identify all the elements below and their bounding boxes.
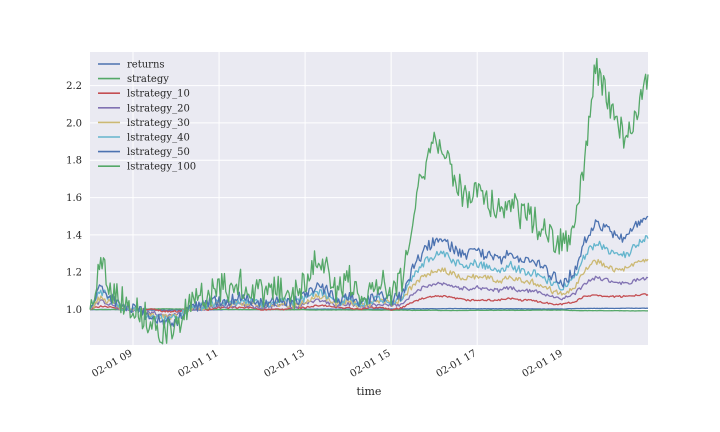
y-axis-ticks: 1.0 1.2 1.4 1.6 1.8 2.0 2.2 <box>66 81 82 316</box>
x-tick-label: 02-01 17 <box>434 348 478 380</box>
y-tick-label: 1.2 <box>66 268 82 279</box>
legend-label-lstrategy-30: lstrategy_30 <box>127 118 190 129</box>
legend-label-lstrategy-10: lstrategy_10 <box>127 89 190 100</box>
series-line-lstrategy-30 <box>89 258 649 321</box>
x-axis-ticks: 02-01 09 02-01 11 02-01 13 02-01 15 02-01 17… <box>90 348 564 380</box>
y-tick-label: 1.4 <box>66 230 82 241</box>
legend-label-lstrategy-100: lstrategy_100 <box>127 162 196 173</box>
legend-label-lstrategy-50: lstrategy_50 <box>127 147 190 158</box>
y-tick-label: 2.2 <box>66 81 82 92</box>
x-tick-label: 02-01 19 <box>521 348 565 380</box>
legend-label-strategy: strategy <box>127 74 169 85</box>
x-tick-label: 02-01 09 <box>90 348 134 380</box>
legend-label-returns: returns <box>127 60 165 71</box>
y-tick-label: 1.8 <box>66 156 82 167</box>
x-tick-label: 02-01 13 <box>262 348 306 380</box>
y-tick-label: 1.6 <box>66 193 82 204</box>
legend-label-lstrategy-40: lstrategy_40 <box>127 133 190 144</box>
y-tick-label: 1.0 <box>66 305 82 316</box>
series-line-lstrategy-100 <box>89 57 649 345</box>
legend-label-lstrategy-20: lstrategy_20 <box>127 103 190 114</box>
y-tick-label: 2.0 <box>66 118 82 129</box>
series-lines <box>89 57 649 345</box>
x-tick-label: 02-01 15 <box>348 348 392 380</box>
x-tick-label: 02-01 11 <box>176 348 220 380</box>
legend: returns strategy lstrategy_10 lstrategy_20l… <box>98 60 196 173</box>
x-axis-label: time <box>357 385 382 398</box>
